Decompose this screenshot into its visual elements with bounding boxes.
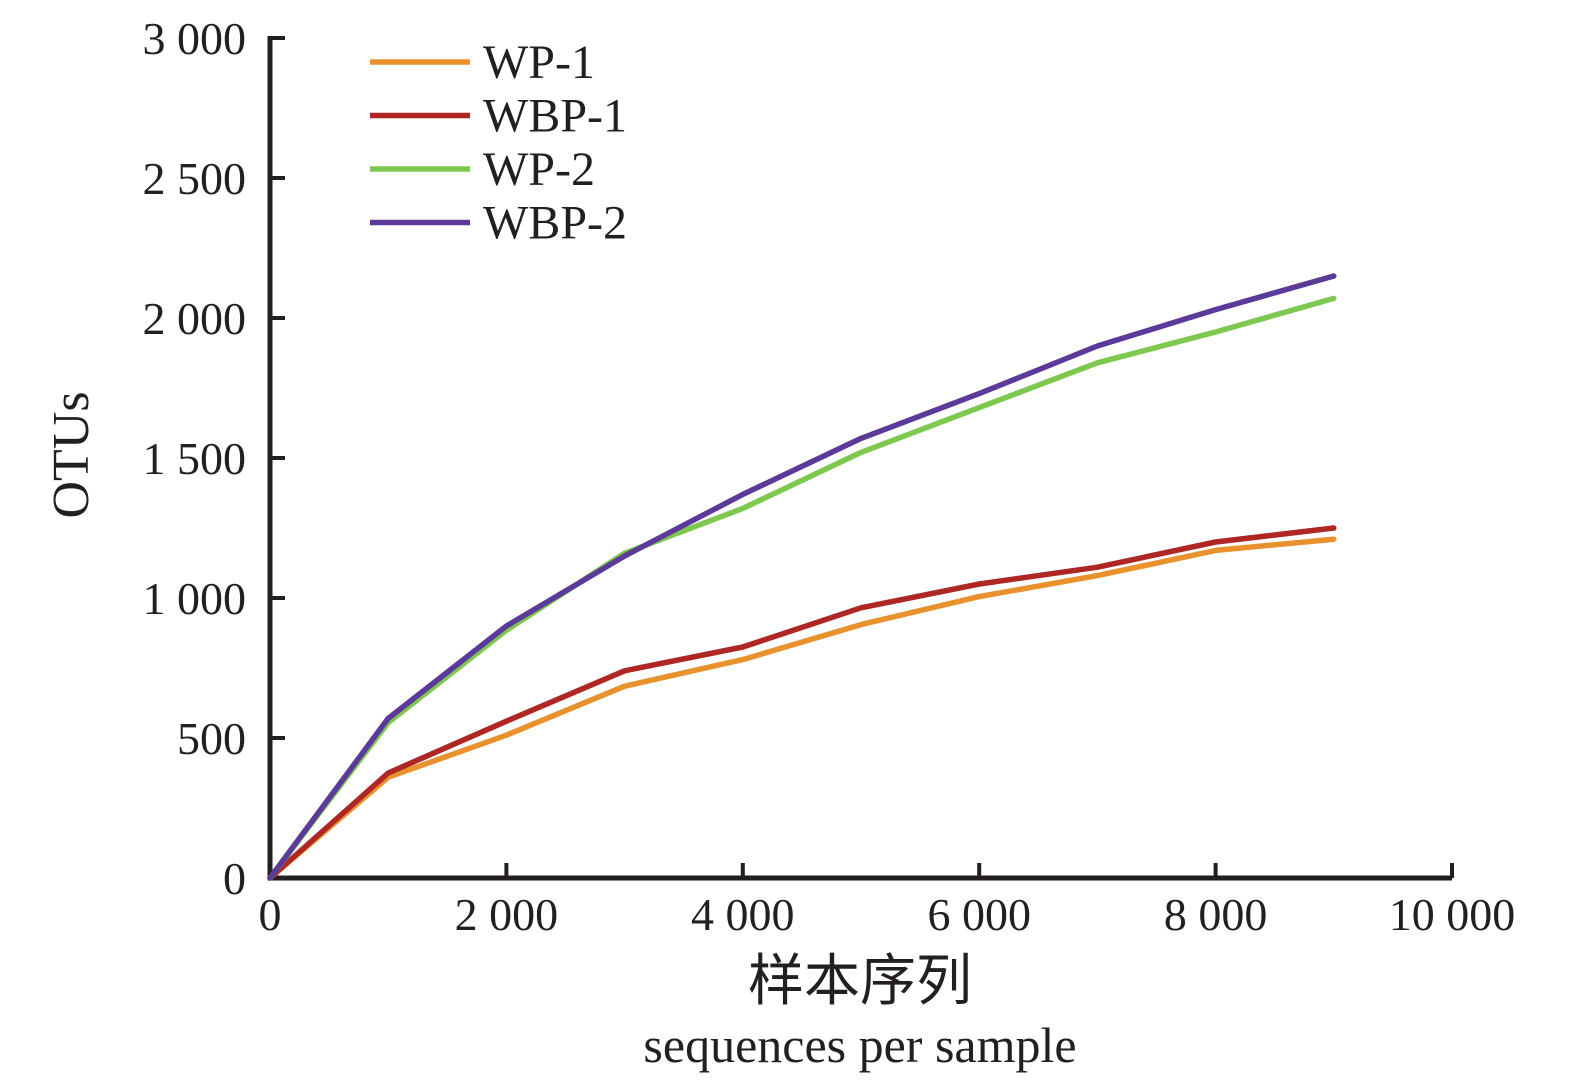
y-tick-label-2500: 2 500 (143, 153, 247, 204)
legend-item-WBP-1: WBP-1 (370, 90, 627, 143)
x-tick-label-4000: 4 000 (691, 889, 795, 940)
y-tick-label-1500: 1 500 (143, 433, 247, 484)
y-tick-label-500: 500 (177, 713, 246, 764)
y-tick-label-3000: 3 000 (143, 13, 247, 64)
x-axis-title-chinese: 样本序列 (748, 951, 972, 1013)
y-tick-label-2000: 2 000 (143, 293, 247, 344)
axes (267, 36, 1452, 881)
x-tick-label-8000: 8 000 (1164, 889, 1268, 940)
data-series (267, 273, 1337, 881)
x-tick-label-2000: 2 000 (455, 889, 559, 940)
series-line-WBP-1 (267, 525, 1337, 881)
legend-label-WBP-1: WBP-1 (483, 90, 627, 143)
legend-label-WBP-2: WBP-2 (483, 197, 627, 250)
legend-item-WP-1: WP-1 (370, 36, 595, 89)
y-tick-label-1000: 1 000 (143, 573, 247, 624)
y-tick-label-0: 0 (223, 853, 246, 904)
legend-item-WP-2: WP-2 (370, 143, 595, 196)
legend-label-WP-2: WP-2 (483, 143, 595, 196)
series-line-WBP-2 (267, 273, 1337, 881)
axis-ticks: 0 500 1 000 1 500 2 000 2 500 3 000 0 2 000 4 000… (143, 13, 1516, 940)
series-line-WP-2 (267, 295, 1337, 881)
x-axis-title-english: sequences per sample (643, 1017, 1076, 1073)
series-line-WP-1 (267, 536, 1337, 881)
x-tick-label-6000: 6 000 (927, 889, 1031, 940)
legend-label-WP-1: WP-1 (483, 36, 595, 89)
legend-item-WBP-2: WBP-2 (370, 197, 627, 250)
x-tick-label-0: 0 (259, 889, 282, 940)
y-axis-title: OTUs (43, 391, 100, 518)
x-tick-label-10000: 10 000 (1389, 889, 1516, 940)
